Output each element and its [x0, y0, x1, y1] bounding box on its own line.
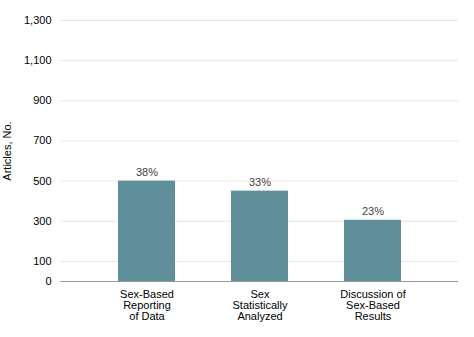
svg-text:0: 0	[45, 275, 51, 287]
svg-text:100: 100	[33, 255, 51, 267]
svg-text:1,300: 1,300	[24, 14, 52, 26]
svg-text:300: 300	[33, 215, 51, 227]
svg-text:SexStatisticallyAnalyzed: SexStatisticallyAnalyzed	[232, 288, 288, 322]
svg-text:Sex-BasedReportingof Data: Sex-BasedReportingof Data	[120, 288, 174, 322]
svg-text:Articles, No.: Articles, No.	[1, 121, 13, 180]
svg-text:Discussion ofSex-BasedResults: Discussion ofSex-BasedResults	[340, 288, 406, 322]
svg-text:33%: 33%	[249, 176, 271, 188]
svg-text:500: 500	[33, 175, 51, 187]
svg-text:38%: 38%	[136, 166, 158, 178]
svg-text:1,100: 1,100	[24, 54, 52, 66]
svg-text:23%: 23%	[362, 205, 384, 217]
svg-text:700: 700	[33, 134, 51, 146]
svg-text:900: 900	[33, 94, 51, 106]
